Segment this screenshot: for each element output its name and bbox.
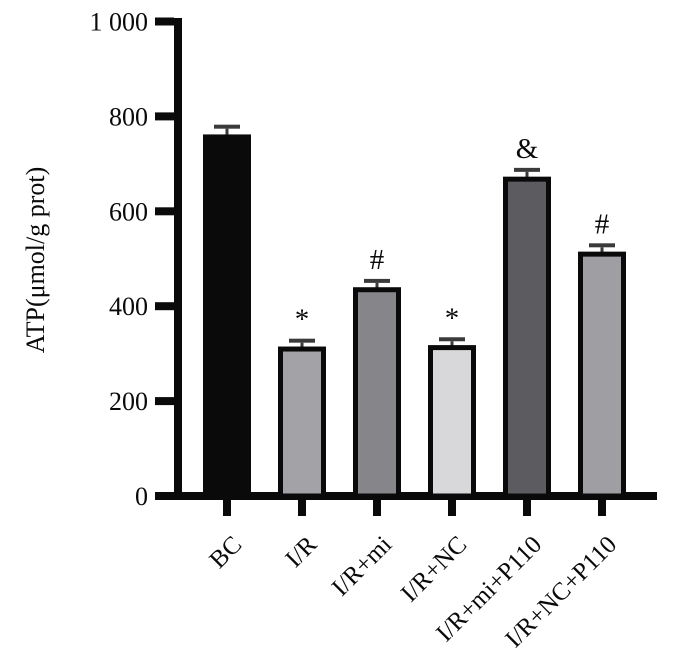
significance-marker: * (295, 304, 310, 336)
bar-i-r-mi-p110 (503, 176, 551, 499)
x-tick (298, 500, 306, 516)
x-axis-line (174, 492, 657, 500)
significance-marker: * (445, 302, 460, 334)
x-tick (373, 500, 381, 516)
y-tick-label: 0 (135, 482, 148, 511)
y-tick (155, 397, 174, 406)
category-label: I/R+NC (396, 531, 472, 607)
bar-i-r (278, 346, 326, 499)
bar-i-r-nc (428, 345, 476, 499)
y-tick-label: 1 000 (90, 8, 149, 37)
y-tick-label: 400 (109, 292, 148, 321)
y-tick-label: 600 (109, 197, 148, 226)
error-bar-cap (589, 243, 615, 248)
category-label: I/R+mi (327, 531, 397, 601)
y-tick (155, 492, 174, 500)
error-bar-cap (514, 167, 540, 172)
x-tick (598, 500, 606, 516)
category-label: I/R (281, 531, 323, 573)
significance-marker: # (370, 244, 385, 276)
y-tick-label: 200 (109, 387, 148, 416)
error-bar-cap (214, 124, 240, 129)
y-tick (155, 112, 174, 121)
y-axis-title: ATP(μmol/g prot) (21, 167, 50, 354)
error-bar-cap (364, 278, 390, 283)
bar-i-r-nc-p110 (578, 251, 626, 499)
significance-marker: & (516, 133, 539, 165)
y-tick (155, 302, 174, 311)
bar-bc (203, 134, 251, 499)
y-axis-spine (174, 18, 182, 500)
significance-marker: # (595, 208, 610, 240)
x-tick (223, 500, 231, 516)
category-label: BC (205, 531, 248, 574)
x-tick (448, 500, 456, 516)
error-bar-cap (439, 337, 465, 342)
x-tick (523, 500, 531, 516)
y-tick (155, 17, 174, 26)
bar-i-r-mi (353, 287, 401, 499)
y-tick (155, 207, 174, 216)
error-bar-cap (289, 338, 315, 343)
y-tick-label: 800 (109, 102, 148, 131)
